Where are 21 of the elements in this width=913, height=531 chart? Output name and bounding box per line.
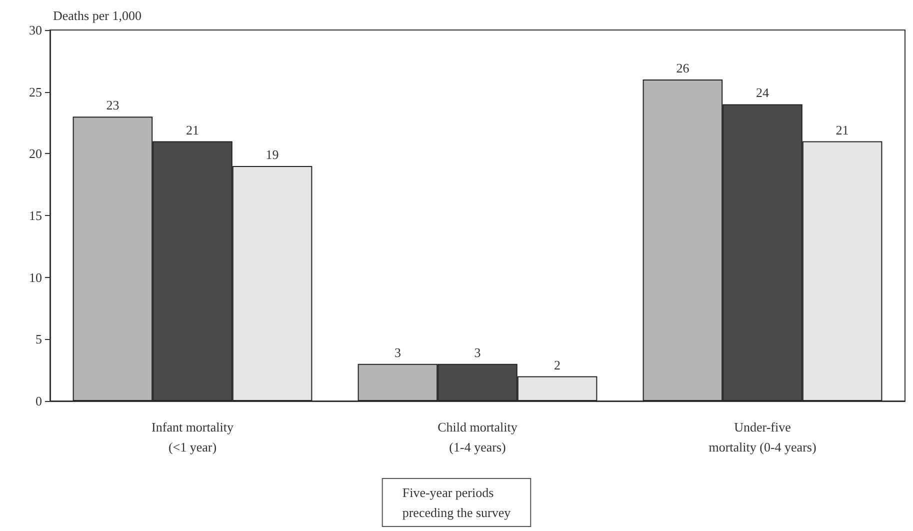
data-label: 21: [836, 122, 849, 138]
y-axis-title: Deaths per 1,000: [53, 8, 142, 23]
legend-title: Five-year periods preceding the survey: [402, 485, 512, 520]
x-tick-label: Child mortality (1-4 years): [438, 420, 518, 454]
y-tick-label: 25: [29, 84, 42, 100]
data-label: 26: [676, 60, 690, 76]
y-tick-label: 15: [29, 208, 42, 223]
y-tick-label: 20: [29, 146, 42, 162]
data-label: 21: [186, 122, 199, 138]
data-label: 24: [756, 85, 770, 100]
data-label: 23: [106, 98, 120, 113]
data-label: 2: [554, 357, 561, 372]
data-label: 3: [394, 344, 401, 360]
data-label: 3: [474, 344, 481, 360]
y-tick-label: 5: [36, 332, 42, 347]
y-tick-label: 10: [29, 270, 42, 285]
x-tick-label: Infant mortality (<1 year): [152, 420, 234, 454]
y-tick-label: 30: [29, 22, 42, 38]
data-label: 19: [266, 147, 279, 162]
x-tick-label: Under-five mortality (0-4 years): [708, 420, 816, 454]
y-tick-label: 0: [36, 394, 42, 408]
